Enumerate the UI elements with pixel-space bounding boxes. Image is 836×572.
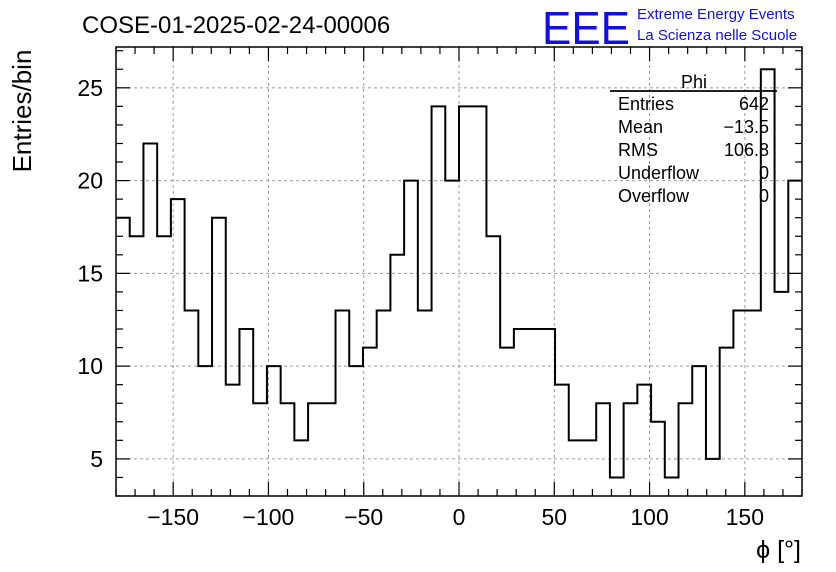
histogram-bin	[528, 329, 542, 496]
histogram-bin	[596, 403, 610, 496]
histogram-bin	[212, 218, 226, 496]
histogram-bin	[198, 366, 212, 496]
histogram-bin	[486, 236, 500, 496]
x-tick-label: 150	[726, 504, 764, 530]
histogram-bin	[267, 366, 281, 496]
histogram-bin	[569, 440, 583, 496]
y-tick-label: 25	[77, 75, 103, 101]
chart-title: COSE-01-2025-02-24-00006	[82, 12, 390, 39]
stats-row-label: Mean	[618, 117, 663, 137]
histogram-bin	[555, 385, 569, 496]
x-tick-label: −100	[243, 504, 295, 530]
x-axis-label: ϕ [°]	[756, 536, 801, 564]
histogram-bin	[445, 181, 459, 496]
histogram-bin	[665, 477, 679, 496]
stats-row-value: 0	[759, 163, 769, 183]
eee-logo: EEE Extreme Energy Events La Scienza nel…	[542, 2, 797, 54]
histogram-bin	[651, 422, 665, 496]
histogram-outline	[116, 68, 802, 479]
histogram-bin	[143, 143, 157, 496]
histogram-bin	[624, 403, 638, 496]
histogram-bin	[473, 106, 487, 496]
x-tick-label: −150	[147, 504, 199, 530]
logo-line-2: La Scienza nelle Scuole	[637, 27, 797, 44]
stats-row-value: 106.8	[724, 140, 769, 160]
histogram-bin	[157, 236, 171, 496]
histogram-bin	[582, 440, 596, 496]
histogram-bars	[116, 68, 802, 496]
stats-row-value: 0	[759, 186, 769, 206]
histogram-bin	[637, 385, 651, 496]
histogram-bin	[390, 255, 404, 496]
stats-row-label: Entries	[618, 94, 674, 114]
histogram-bin	[541, 329, 555, 496]
logo-mark: EEE	[542, 2, 630, 54]
x-tick-labels: −150 −100 −50 0 50 100 150	[147, 504, 764, 530]
histogram-bin	[459, 106, 473, 496]
histogram-bin	[116, 218, 130, 496]
histogram-bin	[775, 292, 789, 496]
histogram-bin	[706, 459, 720, 496]
histogram-bin	[253, 403, 267, 496]
stats-row-label: RMS	[618, 140, 658, 160]
y-tick-label: 5	[90, 446, 103, 472]
x-tick-label: 100	[630, 504, 668, 530]
x-tick-label: 50	[541, 504, 567, 530]
histogram-bin	[349, 366, 363, 496]
histogram-bin	[294, 440, 308, 496]
stats-row-label: Overflow	[618, 186, 690, 206]
histogram-bin	[308, 403, 322, 496]
stats-row-label: Underflow	[618, 163, 700, 183]
histogram-bin	[418, 310, 432, 496]
histogram-bin	[185, 310, 199, 496]
histogram-bin	[747, 310, 761, 496]
stats-row-value: 642	[739, 94, 769, 114]
logo-line-1: Extreme Energy Events	[637, 6, 795, 23]
histogram-bin	[788, 181, 802, 496]
histogram-bin	[322, 403, 336, 496]
histogram-bin	[404, 181, 418, 496]
histogram-bin	[432, 106, 446, 496]
histogram-bin	[130, 236, 144, 496]
y-tick-label: 20	[77, 168, 103, 194]
axis-ticks	[115, 47, 803, 497]
histogram-bin	[171, 199, 185, 496]
histogram-bin	[692, 366, 706, 496]
stats-row-value: −13.5	[723, 117, 769, 137]
histogram-bin	[720, 348, 734, 496]
histogram-bin	[239, 329, 253, 496]
histogram-bin	[336, 310, 350, 496]
y-tick-labels: 5 10 15 20 25	[77, 75, 103, 472]
histogram-bin	[363, 348, 377, 496]
histogram-bin	[226, 385, 240, 496]
stats-title: Phi	[681, 72, 707, 92]
y-axis-label: Entries/bin	[7, 50, 37, 173]
x-tick-label: −50	[344, 504, 383, 530]
y-tick-label: 10	[77, 353, 103, 379]
histogram-bin	[514, 329, 528, 496]
y-tick-label: 15	[77, 260, 103, 286]
histogram-bin	[733, 310, 747, 496]
histogram-bin	[377, 310, 391, 496]
histogram-bin	[679, 403, 693, 496]
histogram-bin	[500, 348, 514, 496]
grid	[116, 47, 802, 496]
x-tick-label: 0	[453, 504, 466, 530]
histogram-bin	[281, 403, 295, 496]
stats-box: Phi Entries 642 Mean −13.5 RMS 106.8 Underflow…	[610, 72, 777, 206]
